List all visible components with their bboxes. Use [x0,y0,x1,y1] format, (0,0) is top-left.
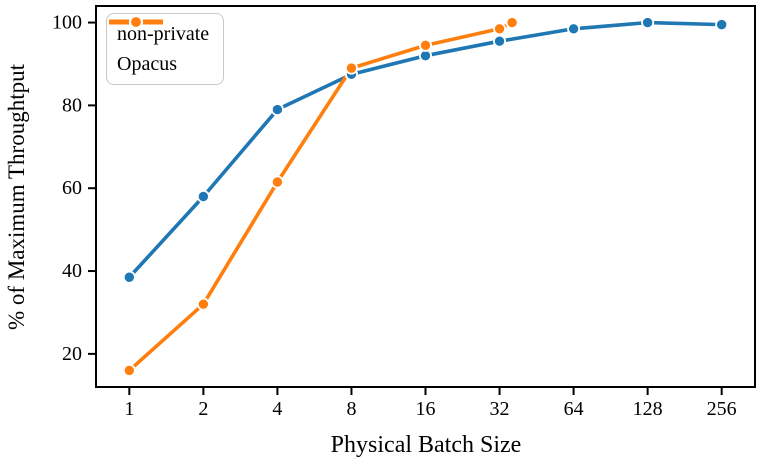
x-tick-label: 16 [416,398,436,420]
x-tick-label: 8 [346,398,356,420]
data-point-Opacus [270,175,284,189]
data-point-non-private [641,16,655,30]
data-point-Opacus [196,297,210,311]
y-axis-title: % of Maximum Throughtput [4,64,29,330]
y-tick-label: 20 [62,343,82,365]
x-tick-label: 2 [198,398,208,420]
y-tick-label: 40 [62,260,82,282]
x-tick-label: 256 [707,398,737,420]
data-point-non-private [567,22,581,36]
data-point-non-private [270,103,284,117]
data-point-Opacus [122,363,136,377]
data-point-Opacus [505,16,519,30]
legend-item-opacus: Opacus [109,14,209,77]
legend-label-non-private: non-private [117,23,210,45]
data-point-non-private [122,270,136,284]
y-tick-label: 100 [52,12,82,34]
x-tick-label: 4 [272,398,282,420]
data-point-Opacus [493,22,507,36]
y-tick-label: 60 [62,177,82,199]
legend-label-opacus: Opacus [117,53,177,75]
data-point-non-private [196,189,210,203]
line-marker-icon [109,14,163,30]
legend: non-private Opacus [106,13,225,85]
x-axis-title: Physical Batch Size [330,432,522,458]
x-tick-label: 128 [633,398,663,420]
data-point-non-private [715,18,729,32]
y-tick-label: 80 [62,94,82,116]
x-tick-label: 1 [124,398,134,420]
x-tick-label: 32 [490,398,510,420]
data-point-Opacus [418,38,432,52]
x-tick-label: 64 [564,398,584,420]
data-point-Opacus [344,61,358,75]
data-point-non-private [493,34,507,48]
